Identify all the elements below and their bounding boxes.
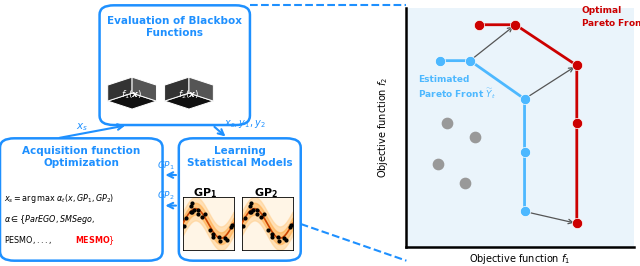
Point bbox=[222, 238, 232, 242]
Point bbox=[273, 235, 283, 239]
Polygon shape bbox=[164, 93, 213, 109]
Text: $GP_2$: $GP_2$ bbox=[157, 190, 175, 202]
Point bbox=[274, 239, 284, 244]
Text: $x_s = \arg\max\ \alpha_t(x, GP_1, GP_2)$: $x_s = \arg\max\ \alpha_t(x, GP_1, GP_2)… bbox=[4, 192, 115, 205]
Text: $\mathit{\mathbf{MESMO}}$}: $\mathit{\mathbf{MESMO}}$} bbox=[75, 234, 115, 247]
Point bbox=[214, 235, 224, 239]
Text: Acquisition function
Optimization: Acquisition function Optimization bbox=[22, 146, 140, 168]
Point bbox=[244, 203, 255, 208]
Text: $x_s, y_1, y_2$: $x_s, y_1, y_2$ bbox=[224, 118, 266, 130]
Text: Estimated
Pareto Front $\widetilde{Y}_t$: Estimated Pareto Front $\widetilde{Y}_t$ bbox=[418, 75, 495, 101]
Polygon shape bbox=[164, 92, 213, 109]
Point bbox=[252, 207, 262, 212]
Point bbox=[267, 235, 277, 239]
Point bbox=[256, 215, 266, 219]
Polygon shape bbox=[164, 77, 189, 101]
Text: $\mathbf{GP_1}$: $\mathbf{GP_1}$ bbox=[193, 186, 218, 200]
Polygon shape bbox=[189, 77, 213, 101]
Point bbox=[193, 211, 203, 216]
Text: Learning
Statistical Models: Learning Statistical Models bbox=[187, 146, 292, 168]
Point bbox=[227, 223, 237, 227]
Point bbox=[442, 121, 452, 125]
Point bbox=[252, 211, 262, 216]
FancyBboxPatch shape bbox=[100, 5, 250, 125]
X-axis label: Objective function $f_1$: Objective function $f_1$ bbox=[469, 252, 571, 265]
Point bbox=[285, 225, 295, 229]
Point bbox=[193, 207, 204, 212]
Point bbox=[433, 161, 444, 166]
Point bbox=[179, 224, 189, 228]
Point bbox=[200, 212, 210, 217]
Point bbox=[281, 238, 291, 242]
Point bbox=[268, 232, 278, 236]
Point bbox=[239, 216, 250, 220]
Point bbox=[246, 210, 256, 214]
Text: Optimal
Pareto Front $Y^*$: Optimal Pareto Front $Y^*$ bbox=[581, 6, 640, 29]
Point bbox=[186, 203, 196, 208]
Point bbox=[248, 208, 258, 212]
Point bbox=[279, 236, 289, 241]
Text: $\alpha \in \{ParEGO, SMSego,$: $\alpha \in \{ParEGO, SMSego,$ bbox=[4, 213, 95, 226]
FancyBboxPatch shape bbox=[179, 138, 301, 261]
Point bbox=[186, 210, 196, 214]
Point bbox=[259, 212, 269, 217]
Polygon shape bbox=[122, 84, 156, 100]
Point bbox=[208, 232, 218, 236]
Polygon shape bbox=[108, 77, 132, 101]
Point bbox=[204, 227, 214, 232]
Point bbox=[187, 210, 197, 214]
Text: Evaluation of Blackbox
Functions: Evaluation of Blackbox Functions bbox=[108, 16, 243, 38]
Point bbox=[572, 221, 582, 226]
Point bbox=[520, 97, 530, 101]
Point bbox=[470, 135, 480, 139]
Point bbox=[189, 208, 199, 212]
Point bbox=[474, 23, 484, 27]
Text: $GP_1$: $GP_1$ bbox=[157, 159, 175, 172]
Polygon shape bbox=[132, 77, 156, 101]
Point bbox=[572, 121, 582, 125]
Point bbox=[286, 223, 296, 227]
Point bbox=[220, 236, 230, 241]
Y-axis label: Objective function $f_2$: Objective function $f_2$ bbox=[376, 77, 390, 178]
Point bbox=[520, 209, 530, 214]
Point bbox=[246, 201, 256, 205]
Text: $f_2(\boldsymbol{x})$: $f_2(\boldsymbol{x})$ bbox=[178, 89, 200, 101]
Point bbox=[196, 215, 207, 219]
Point bbox=[435, 59, 445, 63]
Point bbox=[465, 59, 475, 63]
Point bbox=[226, 225, 236, 229]
Text: $\mathrm{PESMO, ...,}$: $\mathrm{PESMO, ...,}$ bbox=[4, 234, 52, 246]
Text: $x_s$: $x_s$ bbox=[76, 121, 88, 133]
Point bbox=[180, 216, 191, 220]
Point bbox=[244, 210, 255, 214]
Point bbox=[572, 63, 582, 68]
Polygon shape bbox=[179, 84, 213, 100]
Point bbox=[187, 201, 197, 205]
FancyBboxPatch shape bbox=[0, 138, 163, 261]
Point bbox=[460, 181, 470, 185]
Text: $f_1(\boldsymbol{x})$: $f_1(\boldsymbol{x})$ bbox=[122, 89, 143, 101]
Point bbox=[215, 239, 225, 244]
Point bbox=[263, 227, 273, 232]
Point bbox=[510, 23, 520, 27]
Polygon shape bbox=[108, 93, 156, 109]
Polygon shape bbox=[108, 92, 156, 109]
Point bbox=[520, 149, 530, 154]
Text: $\mathbf{GP_2}$: $\mathbf{GP_2}$ bbox=[254, 186, 278, 200]
Point bbox=[237, 224, 248, 228]
Point bbox=[208, 235, 218, 239]
